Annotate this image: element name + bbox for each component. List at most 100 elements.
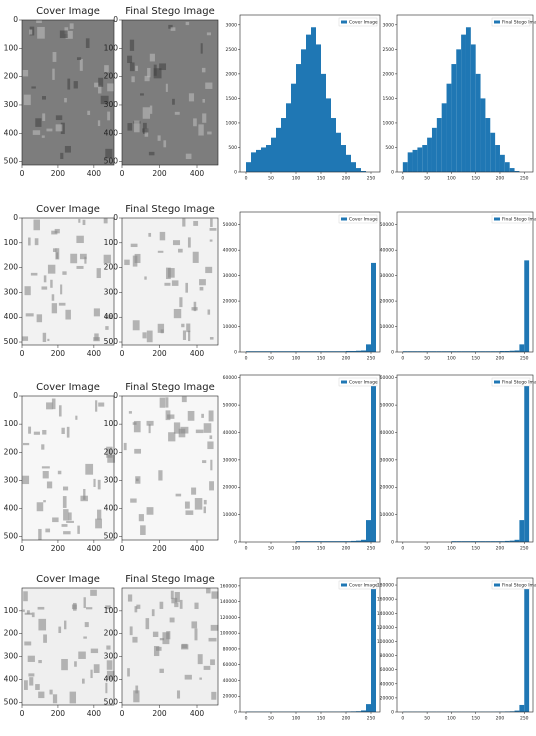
x-tick-label: 250 — [367, 356, 376, 362]
y-tick-label: 100000 — [220, 631, 237, 637]
y-tick-label: 300 — [104, 475, 119, 484]
image-texture — [142, 128, 148, 132]
image-texture — [204, 666, 211, 670]
histogram-bar — [371, 582, 376, 712]
y-tick-label: 0 — [391, 170, 394, 176]
image-texture — [207, 132, 211, 135]
image-texture — [60, 153, 63, 159]
histogram-bar — [510, 168, 515, 172]
image-texture — [67, 427, 70, 438]
histogram-bar — [276, 128, 281, 172]
image-texture — [147, 68, 150, 77]
image-texture — [202, 68, 205, 72]
y-tick-label: 2000 — [226, 71, 238, 77]
histogram-bar — [266, 145, 271, 172]
image-texture — [34, 432, 40, 435]
image-texture — [95, 519, 102, 529]
histogram-bar — [413, 150, 418, 172]
y-tick-label: 0 — [234, 350, 237, 356]
x-tick-label: 100 — [447, 356, 456, 362]
image-texture — [36, 20, 42, 23]
y-tick-label: 140000 — [220, 599, 237, 605]
image-texture — [50, 280, 52, 288]
image-texture — [153, 632, 158, 637]
legend-swatch — [341, 218, 347, 221]
x-tick-label: 50 — [268, 356, 274, 362]
image-texture — [77, 57, 81, 60]
image-texture — [47, 339, 49, 341]
histogram-bar — [432, 128, 437, 172]
image-texture — [166, 84, 168, 92]
image-texture — [158, 251, 164, 253]
image-texture — [35, 118, 41, 127]
x-tick-label: 150 — [471, 546, 480, 552]
y-tick-label: 1000 — [226, 120, 238, 126]
y-tick-label: 40000 — [223, 248, 237, 254]
y-tick-label: 1000 — [383, 120, 395, 126]
x-tick-label: 200 — [51, 169, 66, 178]
image-texture — [65, 310, 70, 320]
image-texture — [77, 526, 80, 534]
image-texture — [160, 398, 165, 408]
image-texture — [41, 444, 44, 449]
x-tick-label: 400 — [190, 349, 205, 358]
image-texture — [128, 594, 132, 601]
image-texture — [107, 83, 114, 91]
image-texture — [209, 481, 214, 490]
histogram-bar — [326, 98, 331, 172]
y-tick-label: 500 — [104, 157, 119, 166]
image-texture — [48, 265, 55, 274]
image-title: Final Stego Image — [125, 6, 215, 17]
image-texture — [130, 62, 135, 71]
histogram-bar — [366, 704, 371, 712]
histogram-bar — [301, 49, 306, 172]
image-texture — [201, 414, 204, 418]
x-tick-label: 400 — [87, 349, 102, 358]
y-tick-label: 50000 — [380, 403, 394, 409]
image-texture — [211, 591, 218, 598]
legend-label: Cover Image — [349, 380, 378, 386]
image-texture — [143, 107, 150, 118]
histogram-bar — [447, 84, 452, 172]
histogram-bar — [321, 74, 326, 172]
histogram-bar — [471, 44, 476, 172]
histogram-bar — [481, 98, 486, 172]
x-tick-label: 400 — [190, 709, 205, 718]
x-tick-label: 0 — [120, 349, 125, 358]
x-tick-label: 0 — [20, 709, 25, 718]
image-texture — [95, 400, 97, 411]
histogram-bar — [451, 64, 456, 172]
image-texture — [104, 218, 108, 223]
image-texture — [210, 240, 213, 242]
image-texture — [188, 331, 190, 341]
y-tick-label: 30000 — [223, 273, 237, 279]
histogram-bar — [476, 74, 481, 172]
image-texture — [61, 428, 64, 434]
image-texture — [37, 314, 42, 322]
image-texture — [91, 649, 98, 653]
histogram-bar — [437, 118, 442, 172]
image-texture — [24, 95, 31, 105]
image-texture — [105, 326, 108, 330]
image-texture — [181, 324, 184, 327]
image-texture — [175, 592, 180, 602]
image-texture — [185, 283, 188, 293]
image-texture — [158, 470, 162, 480]
y-tick-label: 300 — [104, 652, 119, 661]
image-texture — [211, 692, 216, 700]
histogram-bar — [316, 44, 321, 172]
image-texture — [28, 238, 31, 246]
image-texture — [191, 307, 197, 310]
figure: Cover Image02004000100200300400500Final … — [0, 0, 536, 736]
image-texture — [28, 427, 31, 434]
image-texture — [53, 52, 57, 62]
y-tick-label: 400 — [104, 504, 119, 513]
x-tick-label: 200 — [342, 716, 351, 722]
x-tick-label: 0 — [401, 356, 404, 362]
legend-label: Cover Image — [349, 217, 378, 223]
image-texture — [38, 660, 42, 663]
image-texture — [199, 279, 206, 285]
image-texture — [130, 498, 136, 502]
image-texture — [171, 591, 174, 599]
image-texture — [33, 130, 40, 135]
